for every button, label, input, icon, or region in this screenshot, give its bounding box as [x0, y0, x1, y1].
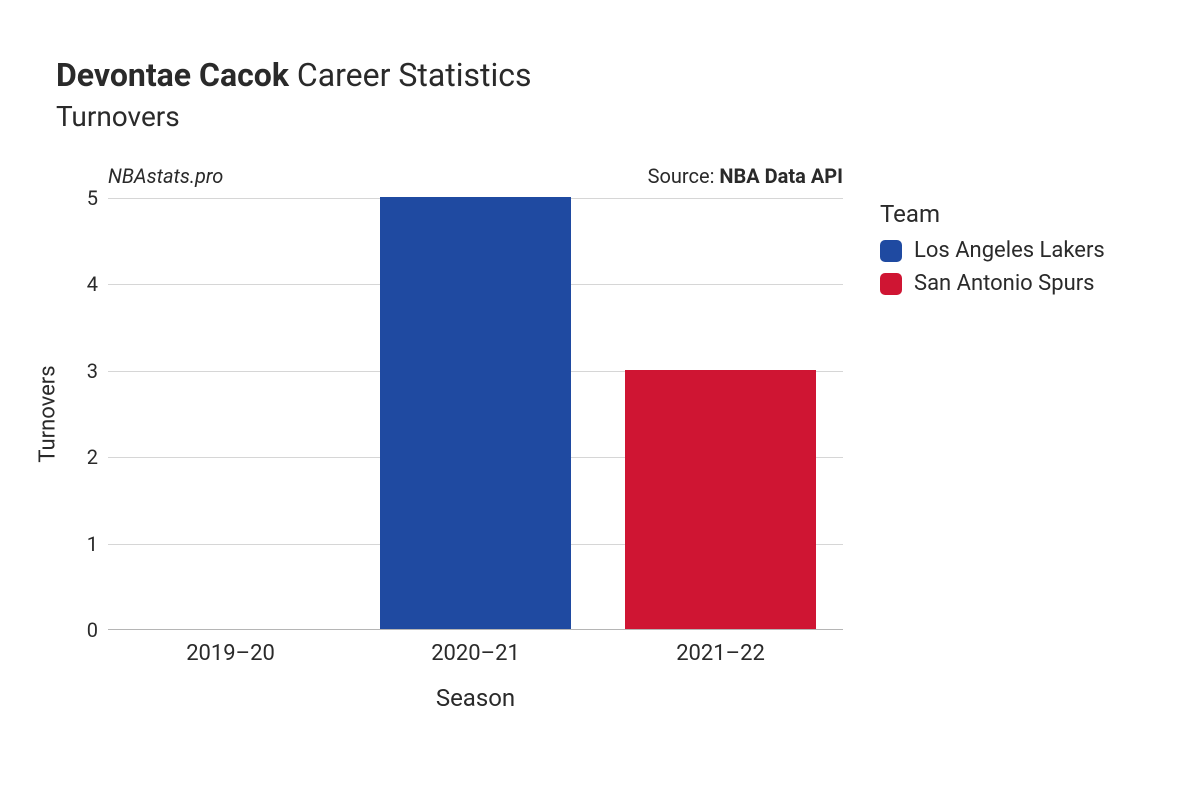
title-suffix: Career Statistics [289, 56, 532, 94]
plot-inner: 0123452019–202020–212021–22 [108, 198, 843, 630]
x-tick-label: 2021–22 [676, 629, 765, 666]
y-tick-label: 0 [87, 618, 108, 642]
bar-slot [135, 197, 326, 629]
y-tick-label: 2 [87, 445, 108, 469]
chart-canvas: Devontae Cacok Career Statistics Turnove… [0, 0, 1200, 800]
legend-item: Los Angeles Lakers [880, 238, 1105, 263]
chart-subtitle: Turnovers [56, 100, 1160, 133]
y-tick-label: 3 [87, 359, 108, 383]
x-tick-label: 2019–20 [186, 629, 275, 666]
plot-area: 0123452019–202020–212021–22 Turnovers Se… [108, 198, 843, 630]
chart-title: Devontae Cacok Career Statistics [56, 56, 1160, 94]
source-text: Source: NBA Data API [648, 164, 843, 188]
source-value: NBA Data API [719, 164, 843, 188]
x-axis-title: Season [436, 684, 515, 712]
y-axis-title: Turnovers [36, 365, 61, 462]
watermark-text: NBAstats.pro [108, 164, 223, 188]
bar-slot [380, 197, 571, 629]
bar [625, 370, 816, 629]
bar-slot [625, 197, 816, 629]
x-tick-label: 2020–21 [431, 629, 520, 666]
bar [380, 197, 571, 629]
source-label: Source: [648, 164, 720, 188]
y-tick-label: 5 [87, 186, 108, 210]
legend-title: Team [880, 200, 1105, 228]
legend-swatch [880, 273, 902, 295]
meta-row: NBAstats.pro Source: NBA Data API [108, 164, 843, 188]
y-tick-label: 4 [87, 272, 108, 296]
y-tick-label: 1 [87, 532, 108, 556]
legend-item: San Antonio Spurs [880, 271, 1105, 296]
legend: Team Los Angeles Lakers San Antonio Spurs [880, 200, 1105, 304]
legend-swatch [880, 240, 902, 262]
legend-label: San Antonio Spurs [914, 271, 1095, 296]
title-player-name: Devontae Cacok [56, 56, 289, 94]
legend-label: Los Angeles Lakers [914, 238, 1105, 263]
